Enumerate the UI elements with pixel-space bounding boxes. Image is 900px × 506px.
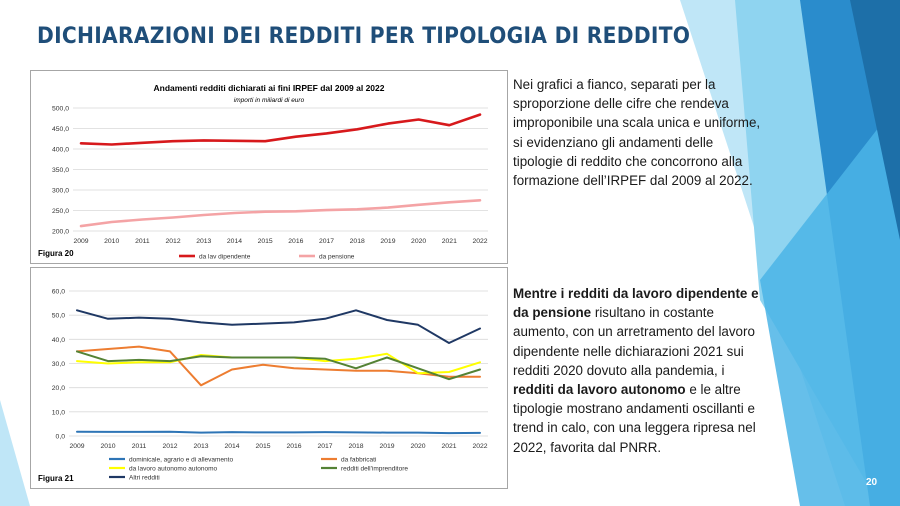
page-number: 20 <box>866 477 878 488</box>
legend-label-dominicale-agrario-e-di-allevamento: dominicale, agrario e di allevamento <box>129 456 233 463</box>
series-line-da-fabbricati <box>76 345 481 387</box>
x-tick-label: 2019 <box>380 238 395 245</box>
x-tick-label: 2014 <box>227 238 242 245</box>
x-tick-label: 2019 <box>379 443 394 450</box>
legend-label-da-pensione: da pensione <box>319 253 355 260</box>
x-tick-label: 2015 <box>255 443 270 450</box>
x-tick-label: 2022 <box>472 443 487 450</box>
figure-21-chart: 0,0 10,0 20,0 30,0 40,0 50,0 60,0 2009 2010 2011 2… <box>52 289 488 481</box>
x-tick-label: 2014 <box>224 443 239 450</box>
y-tick-label: 200,0 <box>52 229 69 236</box>
series-line-dominicale-agrario-e-di-allevamento <box>76 430 481 435</box>
series-line-altri-redditi <box>76 309 481 344</box>
paragraph-2-text-2: e le altre tipologie mostrano andamenti … <box>513 382 756 455</box>
x-tick-label: 2018 <box>348 443 363 450</box>
figure-20-chart: Andamenti redditi dichiarati ai fini IRP… <box>52 83 488 260</box>
paragraph-2-bold-1: Mentre i redditi da lavoro dipendente e … <box>513 286 759 321</box>
x-tick-label: 2012 <box>166 238 181 245</box>
x-tick-label: 2021 <box>441 443 456 450</box>
x-tick-label: 2010 <box>104 238 119 245</box>
y-tick-label: 450,0 <box>52 126 69 133</box>
paragraph-2-text-1: risultano in costante aumento, con un ar… <box>513 305 755 378</box>
y-tick-label: 10,0 <box>52 409 65 416</box>
x-tick-label: 2011 <box>132 443 147 450</box>
x-tick-label: 2020 <box>411 238 426 245</box>
y-tick-label: 30,0 <box>52 361 65 368</box>
y-tick-label: 60,0 <box>52 289 65 296</box>
legend-label-altri-redditi: Altri redditi <box>129 474 160 481</box>
x-tick-label: 2022 <box>472 238 487 245</box>
x-tick-label: 2016 <box>288 238 303 245</box>
legend-label-da-fabbricati: da fabbricati <box>341 456 376 463</box>
series-line-da-lav-dipendente <box>79 113 482 146</box>
y-tick-label: 0,0 <box>56 434 66 441</box>
x-tick-label: 2017 <box>319 238 334 245</box>
chart-title: Andamenti redditi dichiarati ai fini IRP… <box>154 83 385 93</box>
x-tick-label: 2009 <box>73 238 88 245</box>
paragraph-2-bold-2: redditi da lavoro autonomo <box>513 382 686 398</box>
description-paragraph-2: Mentre i redditi da lavoro dipendente e … <box>513 284 763 457</box>
y-tick-label: 250,0 <box>52 208 69 215</box>
x-tick-label: 2011 <box>135 238 150 245</box>
figure-21-label: Figura 21 <box>38 474 74 483</box>
y-tick-label: 20,0 <box>52 385 65 392</box>
deco-navy-band <box>850 0 900 240</box>
y-tick-label: 500,0 <box>52 106 69 113</box>
y-tick-label: 400,0 <box>52 147 69 154</box>
x-tick-label: 2021 <box>442 238 457 245</box>
y-tick-label: 50,0 <box>52 313 65 320</box>
series-line-da-pensione <box>79 199 482 228</box>
x-tick-label: 2016 <box>286 443 301 450</box>
legend-label-da-lavoro-autonomo-autonomo: da lavoro autonomo autonomo <box>129 465 218 472</box>
deco-blue-band <box>760 100 900 506</box>
x-tick-label: 2009 <box>69 443 84 450</box>
x-tick-label: 2013 <box>193 443 208 450</box>
series-line-redditi-dell-imprenditore <box>76 350 481 381</box>
y-tick-label: 350,0 <box>52 167 69 174</box>
x-tick-label: 2013 <box>196 238 211 245</box>
figure-20-label: Figura 20 <box>38 249 74 258</box>
x-tick-label: 2010 <box>100 443 115 450</box>
x-tick-label: 2020 <box>410 443 425 450</box>
x-tick-label: 2017 <box>317 443 332 450</box>
legend-label-da-lav-dipendente: da lav dipendente <box>199 253 251 260</box>
description-paragraph-1: Nei grafici a fianco, separati per la sp… <box>513 77 761 189</box>
x-tick-label: 2018 <box>350 238 365 245</box>
x-tick-label: 2015 <box>258 238 273 245</box>
figure-21-panel: 0,0 10,0 20,0 30,0 40,0 50,0 60,0 2009 2010 2011 2… <box>30 267 508 489</box>
y-tick-label: 40,0 <box>52 337 65 344</box>
y-tick-label: 300,0 <box>52 188 69 195</box>
page-title: DICHIARAZIONI DEI REDDITI PER TIPOLOGIA … <box>37 24 691 49</box>
x-tick-label: 2012 <box>162 443 177 450</box>
deco-left-corner <box>0 400 30 506</box>
figure-20-panel: Andamenti redditi dichiarati ai fini IRP… <box>30 70 508 264</box>
chart-subtitle: importi in miliardi di euro <box>234 97 305 104</box>
legend-label-redditi-dell-imprenditore: redditi dell'imprenditore <box>341 465 408 472</box>
